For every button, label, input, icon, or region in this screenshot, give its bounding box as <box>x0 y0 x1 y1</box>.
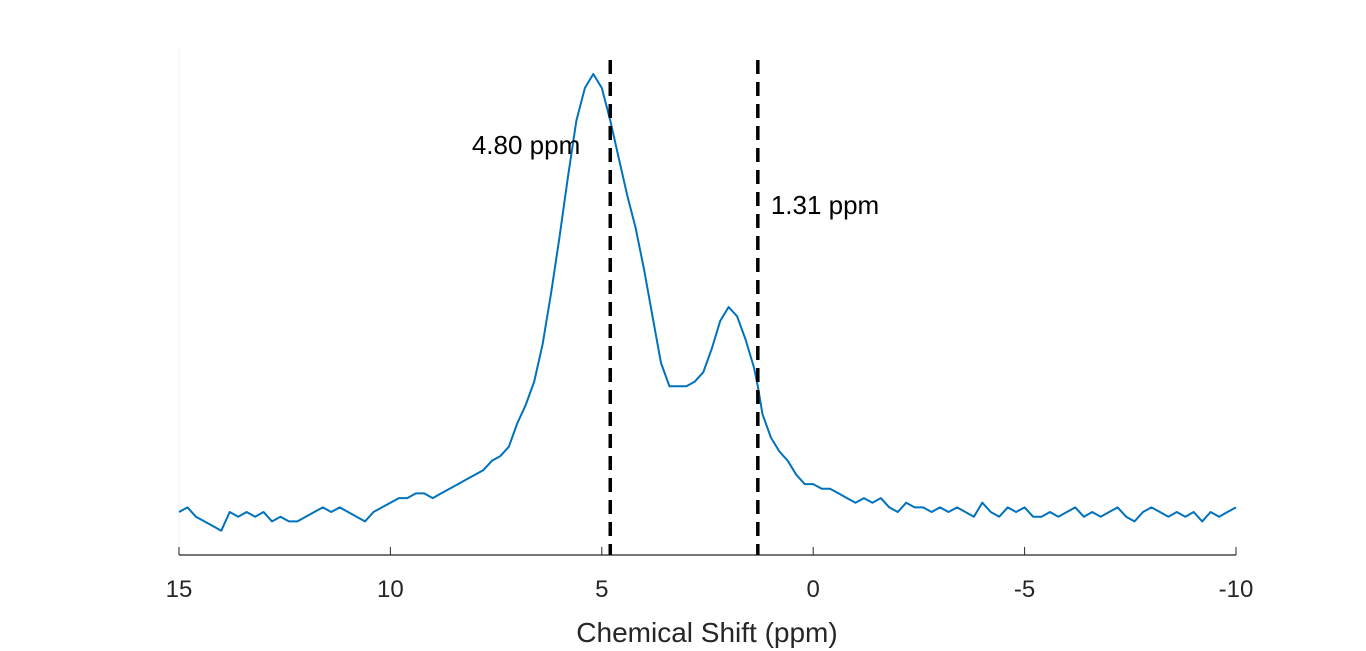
x-tick-label: 15 <box>166 576 193 603</box>
x-tick-label: 0 <box>807 576 820 603</box>
x-tick-label: 10 <box>377 576 404 603</box>
reference-lines: 4.80 ppm 1.31 ppm <box>472 60 879 555</box>
x-axis-title: Chemical Shift (ppm) <box>576 617 837 648</box>
x-ticks: 15 10 5 0 -5 -10 <box>166 547 1254 603</box>
reference-label: 1.31 ppm <box>771 190 879 220</box>
reference-label: 4.80 ppm <box>472 130 580 160</box>
x-tick-label: -10 <box>1219 576 1254 603</box>
x-tick-label: 5 <box>595 576 608 603</box>
x-tick-label: -5 <box>1014 576 1035 603</box>
spectrum-line <box>178 73 1237 532</box>
series-layer <box>178 73 1237 532</box>
